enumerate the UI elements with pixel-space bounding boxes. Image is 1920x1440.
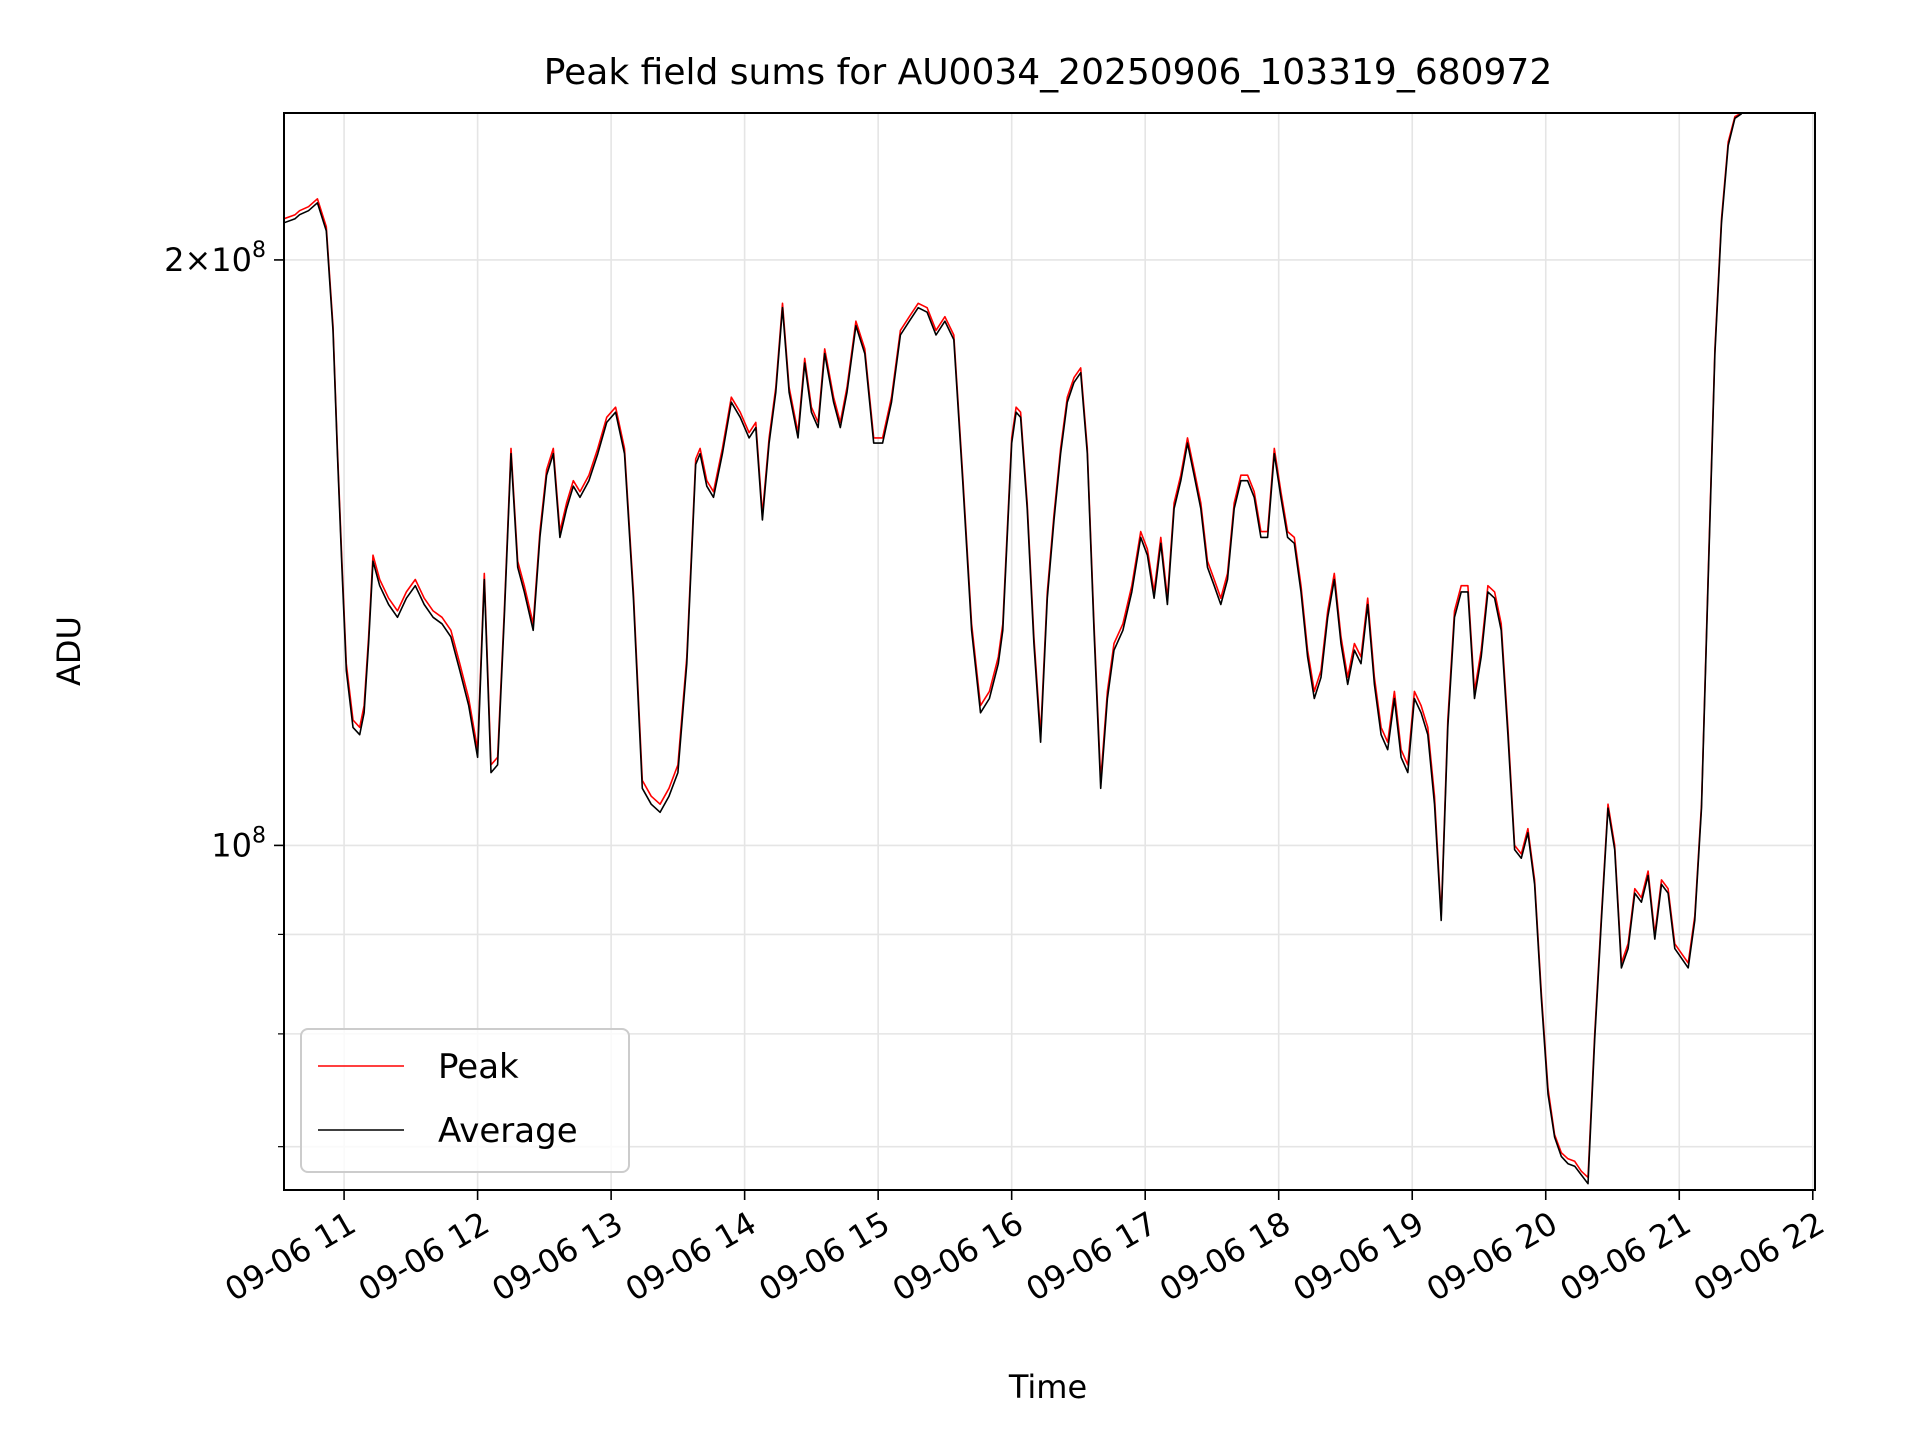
legend-peak-label: Peak: [438, 1047, 519, 1087]
series-line-average: [284, 113, 1743, 1185]
data-lines: [284, 113, 1743, 1185]
y-axis-ticks: 108 2×108: [164, 238, 284, 1148]
y-axis-label: ADU: [50, 616, 88, 686]
plot-frame: [283, 112, 1816, 1191]
x-gridlines: [343, 113, 1814, 1190]
legend-average-label: Average: [438, 1111, 578, 1151]
y-tick-label: 2×108: [164, 238, 266, 279]
legend: Peak Average: [300, 1028, 630, 1173]
y-tick-label: 108: [211, 823, 266, 864]
legend-box: [300, 1028, 630, 1173]
chart-title: Peak field sums for AU0034_20250906_1033…: [544, 52, 1553, 93]
x-axis-label: Time: [1008, 1368, 1087, 1406]
